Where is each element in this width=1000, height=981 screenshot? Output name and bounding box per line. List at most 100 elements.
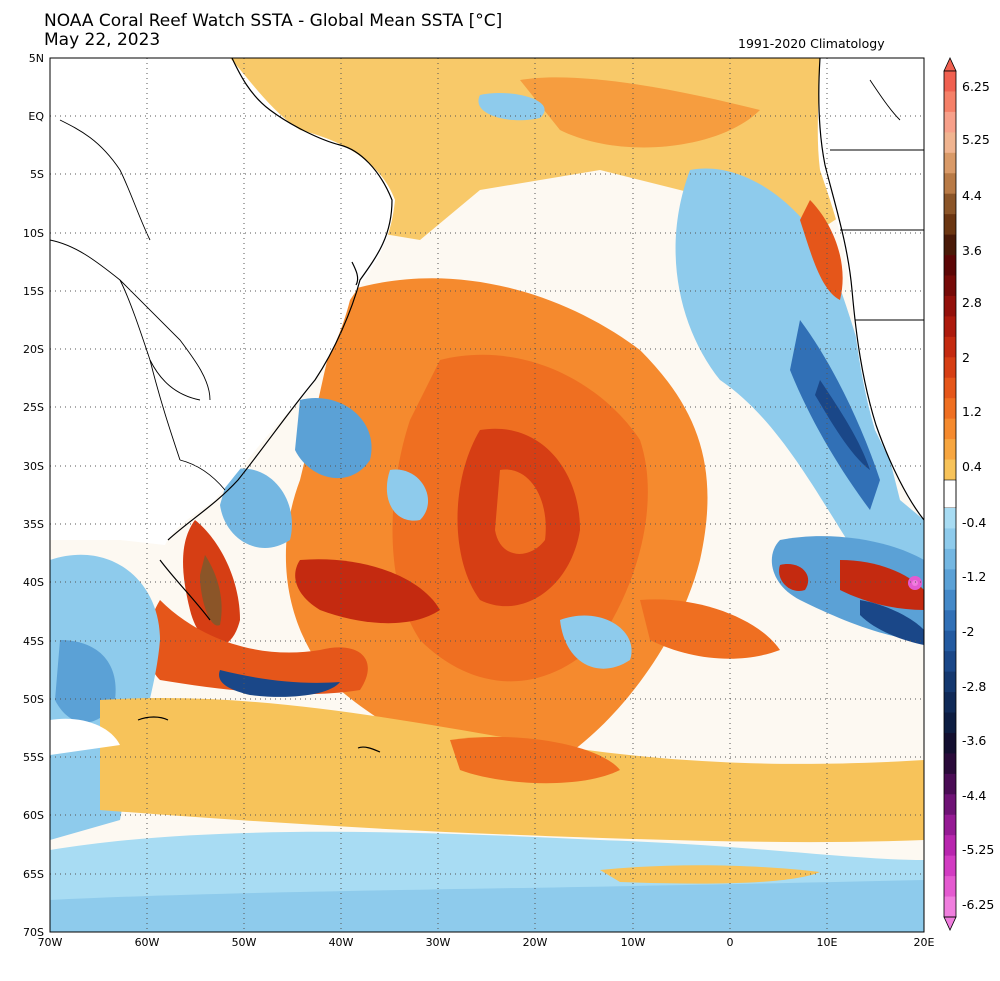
colorbar-segment: [944, 712, 956, 734]
colorbar-segment: [944, 418, 956, 440]
lon-label: 40W: [329, 936, 354, 949]
country-borders: [49, 79, 924, 491]
colorbar-label: 6.25: [962, 79, 990, 94]
colorbar-segment: [944, 377, 956, 399]
colorbar-segment: [944, 548, 956, 570]
colorbar-label: 2: [962, 350, 970, 365]
colorbar-segment: [944, 753, 956, 775]
colorbar-segment: [944, 508, 956, 529]
colorbar-segment: [944, 876, 956, 897]
colorbar-segment: [944, 814, 956, 836]
colorbar-segment: [944, 773, 956, 795]
colorbar-label: -2.8: [962, 679, 986, 694]
lon-label: 50W: [232, 936, 257, 949]
colorbar-segment: [944, 610, 956, 632]
lon-axis: 70W 60W 50W 40W 30W 20W 10W 0 10E 20E: [38, 936, 935, 949]
colorbar-segment: [944, 398, 956, 420]
colorbar-label: -5.25: [962, 842, 994, 857]
lat-label: 15S: [23, 285, 44, 298]
colorbar-label: -0.4: [962, 515, 986, 530]
colorbar-segment: [944, 528, 956, 550]
colorbar-segment: [944, 91, 956, 113]
colorbar-segment: [944, 671, 956, 693]
colorbar-cool-segments: [944, 508, 956, 918]
colorbar-segment: [944, 835, 956, 857]
lon-label: 60W: [135, 936, 160, 949]
lon-label: 10W: [621, 936, 646, 949]
lon-label: 30W: [426, 936, 451, 949]
colorbar-segment: [944, 855, 956, 877]
lat-label: 45S: [23, 635, 44, 648]
lat-label: 5S: [30, 168, 44, 181]
lat-label: 5N: [29, 52, 44, 65]
lon-label: 0: [727, 936, 734, 949]
climatology-label: 1991-2020 Climatology: [738, 36, 885, 51]
lat-label: 20S: [23, 343, 44, 356]
colorbar-segment: [944, 732, 956, 754]
lat-label: 35S: [23, 518, 44, 531]
colorbar-label: -4.4: [962, 788, 986, 803]
colorbar-label: -1.2: [962, 569, 986, 584]
colorbar-segment: [944, 152, 956, 174]
colorbar-segment: [944, 295, 956, 317]
colorbar-segment: [944, 173, 956, 195]
lat-label: 55S: [23, 751, 44, 764]
colorbar-segment: [944, 214, 956, 235]
colorbar-label: -3.6: [962, 733, 986, 748]
lat-label: 65S: [23, 868, 44, 881]
lat-label: 10S: [23, 227, 44, 240]
map-title: NOAA Coral Reef Watch SSTA - Global Mean…: [44, 12, 502, 50]
colorbar-segment: [944, 630, 956, 652]
colorbar-segment: [944, 234, 956, 256]
colorbar-segment: [944, 896, 956, 918]
colorbar-bottom-arrow: [943, 916, 957, 931]
colorbar-segment: [944, 357, 956, 379]
colorbar-label: -2: [962, 624, 974, 639]
colorbar-segment: [944, 132, 956, 154]
colorbar-top-arrow: [943, 57, 957, 72]
colorbar-segment: [944, 255, 956, 276]
colorbar-label: 4.4: [962, 188, 982, 203]
colorbar-segment: [944, 111, 956, 133]
colorbar-segment: [944, 569, 956, 591]
colorbar: [943, 57, 957, 931]
lat-label: 70S: [23, 926, 44, 939]
lat-label: 30S: [23, 460, 44, 473]
map-frame: [49, 57, 925, 933]
colorbar-label: 2.8: [962, 295, 982, 310]
lat-label: EQ: [28, 110, 44, 123]
colorbar-segment: [944, 692, 956, 713]
ssta-field: [50, 58, 924, 932]
colorbar-segment: [944, 336, 956, 358]
colorbar-segment: [944, 589, 956, 611]
title-date: May 22, 2023: [44, 30, 161, 50]
colorbar-label: -6.25: [962, 897, 994, 912]
lat-label: 60S: [23, 809, 44, 822]
colorbar-segment: [944, 794, 956, 816]
colorbar-label: 0.4: [962, 459, 982, 474]
colorbar-segment: [944, 71, 956, 92]
lat-label: 40S: [23, 576, 44, 589]
colorbar-label: 1.2: [962, 404, 982, 419]
colorbar-segment: [944, 316, 956, 338]
colorbar-segment: [944, 651, 956, 672]
coastlines: [137, 57, 925, 753]
colorbar-label: 5.25: [962, 132, 990, 147]
lat-label: 50S: [23, 693, 44, 706]
title-line-1: NOAA Coral Reef Watch SSTA - Global Mean…: [44, 11, 503, 31]
colorbar-label: 3.6: [962, 243, 982, 258]
gridlines: [50, 58, 924, 932]
colorbar-segment: [944, 193, 956, 215]
colorbar-warm-segments: [944, 71, 956, 481]
colorbar-frame: [943, 70, 957, 918]
lon-label: 20E: [914, 936, 935, 949]
lon-label: 20W: [523, 936, 548, 949]
lat-axis: 5N EQ 5S 10S 15S 20S 25S 30S 35S 40S 45S…: [23, 52, 44, 939]
colorbar-segment: [944, 439, 956, 460]
lon-label: 10E: [817, 936, 838, 949]
colorbar-segment: [944, 275, 956, 297]
colorbar-neutral-segment: [943, 479, 957, 509]
lat-label: 25S: [23, 401, 44, 414]
lon-label: 70W: [38, 936, 63, 949]
